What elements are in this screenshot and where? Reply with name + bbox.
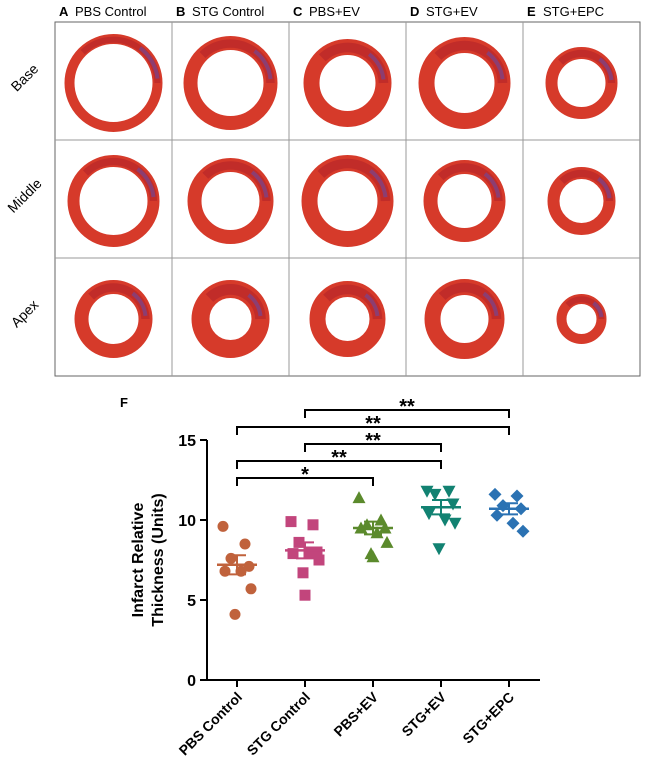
row-label: Base [8, 60, 42, 94]
significance-label: ** [399, 396, 415, 418]
infarct-region [486, 50, 505, 80]
data-point [420, 485, 434, 498]
data-point [446, 498, 460, 511]
panel-letter: C [293, 4, 303, 19]
data-point [297, 567, 309, 579]
panel-letter: E [527, 4, 536, 19]
data-point [303, 546, 315, 558]
data-point [366, 550, 380, 563]
data-point [245, 583, 257, 595]
data-point [229, 608, 241, 620]
data-point [496, 499, 510, 513]
panel-label: STG+EV [426, 4, 478, 19]
significance-bracket [304, 409, 510, 418]
data-point [311, 546, 323, 558]
y-tick-label: 0 [187, 673, 196, 690]
infarct-region [369, 168, 388, 198]
data-point [287, 548, 299, 560]
x-tick-label: STG+EV [398, 688, 449, 739]
x-tick-label: PBS+EV [330, 688, 381, 739]
data-point [422, 508, 436, 521]
data-point [307, 519, 319, 531]
data-point [239, 538, 251, 550]
data-point [490, 508, 504, 522]
panel-letter: B [176, 4, 185, 19]
significance-bracket [236, 477, 374, 486]
panel-letter: D [410, 4, 419, 19]
data-point [488, 487, 502, 501]
data-point [510, 489, 524, 503]
y-tick-label: 5 [187, 593, 196, 610]
data-point [219, 565, 231, 577]
infarct-region [250, 170, 269, 198]
infarct-region [247, 293, 263, 317]
panel-letter: F [120, 395, 128, 410]
error-bar [296, 541, 314, 560]
significance-label: * [301, 464, 309, 486]
panel-label: STG+EPC [543, 4, 604, 19]
data-point [352, 491, 366, 504]
data-point [299, 589, 311, 601]
error-bar [364, 520, 382, 536]
infarct-region [482, 291, 499, 317]
y-axis-label: Thickness (Units) [150, 493, 167, 626]
row-label: Apex [8, 297, 42, 331]
data-point [285, 516, 297, 528]
significance-label: ** [365, 413, 381, 435]
row-label: Middle [4, 175, 45, 216]
infarct-region [597, 176, 612, 199]
data-point [516, 524, 530, 538]
data-point [380, 535, 394, 548]
infarct-region [483, 172, 501, 198]
data-point [432, 543, 446, 556]
significance-label: ** [365, 430, 381, 452]
significance-bracket [236, 460, 442, 469]
panel-label: PBS+EV [309, 4, 360, 19]
panel-letter: A [59, 4, 69, 19]
significance-bracket [304, 443, 442, 452]
significance-bracket [236, 426, 510, 435]
error-bar [228, 554, 246, 576]
infarct-region [364, 293, 380, 317]
infarct-region [253, 49, 273, 80]
significance-label: ** [331, 447, 347, 469]
error-bar [432, 499, 450, 516]
data-point [428, 488, 442, 501]
data-point [448, 517, 462, 530]
x-tick-label: PBS Control [176, 689, 246, 759]
infarct-region [598, 57, 614, 81]
infarct-region [592, 301, 604, 318]
y-tick-label: 15 [178, 433, 196, 450]
y-tick-label: 10 [178, 513, 196, 530]
panel-label: STG Control [192, 4, 264, 19]
data-point [438, 514, 452, 527]
x-tick-label: STG+EPC [459, 689, 517, 747]
panel-label: PBS Control [75, 4, 147, 19]
data-point [313, 554, 325, 566]
data-point [442, 485, 456, 498]
infarct-region [367, 52, 386, 80]
y-axis-label: Infarct Relative [130, 503, 147, 618]
x-tick-label: STG Control [244, 689, 314, 759]
infarct-region [136, 167, 156, 198]
error-bar [500, 502, 518, 516]
data-point [506, 516, 520, 530]
grid-frame [54, 21, 641, 377]
data-point [217, 520, 229, 532]
infarct-region [131, 291, 148, 317]
infarct-region [138, 46, 160, 79]
